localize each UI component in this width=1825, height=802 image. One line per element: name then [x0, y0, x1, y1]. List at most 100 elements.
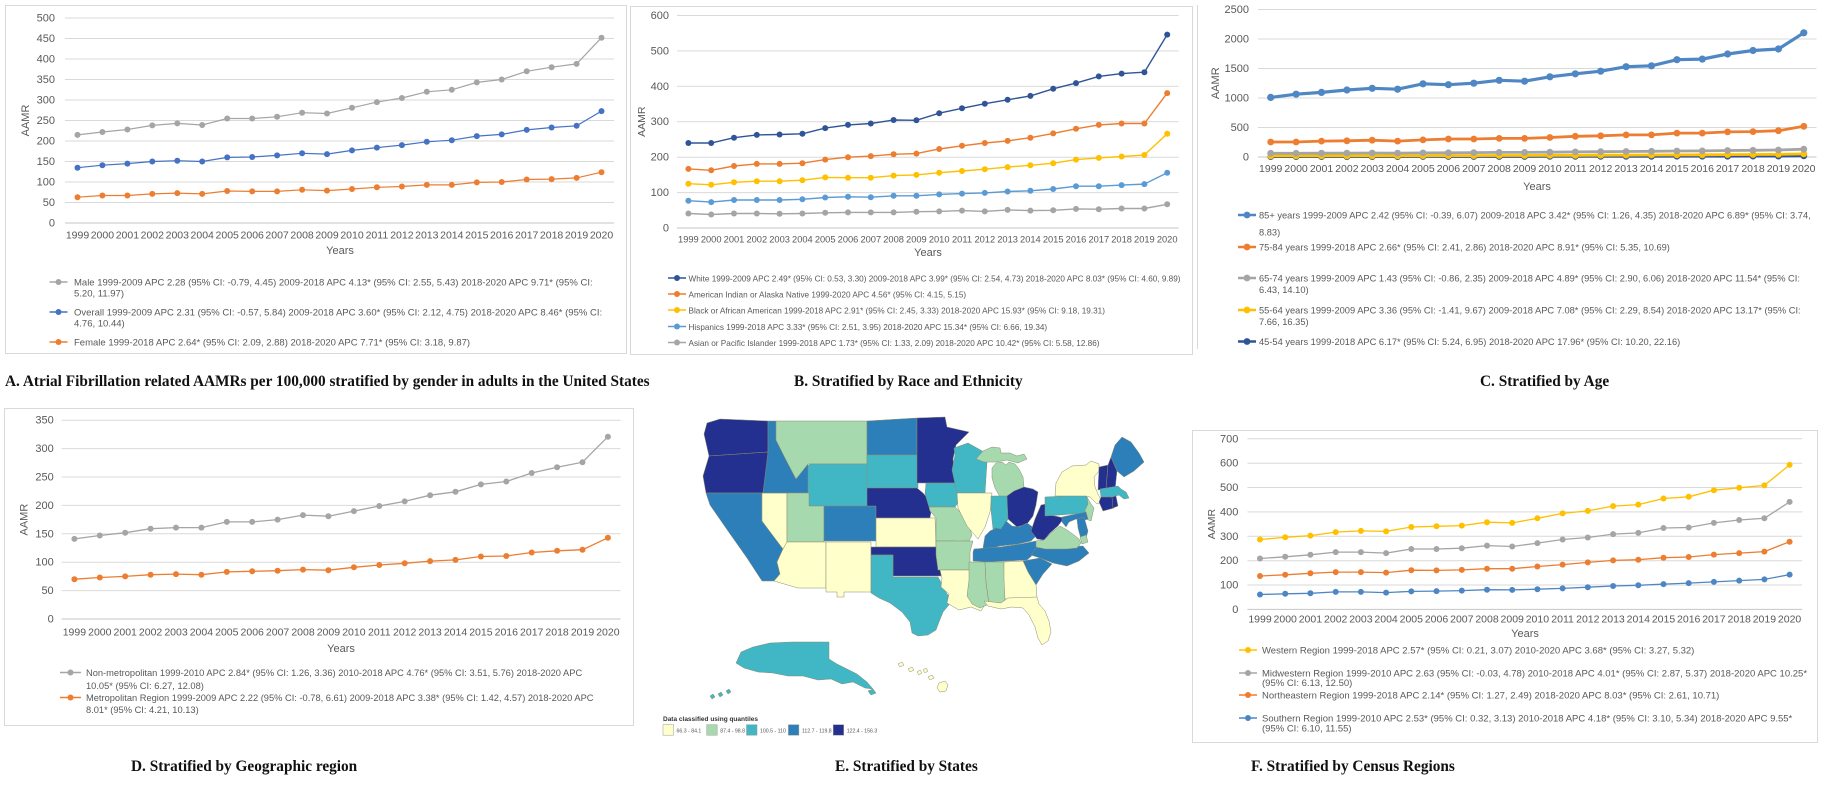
svg-text:2000: 2000 [1274, 613, 1298, 625]
svg-text:7.66, 16.35): 7.66, 16.35) [1259, 317, 1309, 327]
svg-text:1999: 1999 [1259, 163, 1283, 175]
svg-text:2016: 2016 [1066, 235, 1087, 245]
svg-text:2020: 2020 [1792, 163, 1816, 175]
svg-text:2007: 2007 [860, 235, 881, 245]
svg-text:Asian or Pacific Islander 1999: Asian or Pacific Islander 1999-2018 APC … [689, 339, 1100, 348]
svg-text:200: 200 [1220, 555, 1238, 567]
svg-text:150: 150 [35, 528, 53, 540]
svg-text:2000: 2000 [701, 235, 722, 245]
svg-text:250: 250 [37, 115, 55, 127]
svg-text:2014: 2014 [1020, 235, 1041, 245]
svg-text:2013: 2013 [1601, 613, 1625, 625]
svg-text:Midwestern Region 1999-2010 AP: Midwestern Region 1999-2010 APC 2.63 (95… [1262, 669, 1807, 680]
svg-text:2015: 2015 [469, 627, 493, 639]
svg-text:Non-metropolitan 1999-2010 AP: Non-metropolitan 1999-2010 APC 2.84* (95… [86, 668, 582, 678]
svg-text:Male 1999-2009 APC 2.28 (95% C: Male 1999-2009 APC 2.28 (95% CI: -0.79, … [74, 278, 593, 289]
svg-text:2013: 2013 [997, 235, 1018, 245]
svg-text:200: 200 [35, 500, 53, 512]
svg-text:2008: 2008 [883, 235, 904, 245]
svg-text:5.20, 11.97): 5.20, 11.97) [74, 289, 124, 300]
svg-text:8.01* (95% CI: 4.21, 10.13): 8.01* (95% CI: 4.21, 10.13) [86, 705, 199, 715]
svg-text:2018: 2018 [540, 230, 564, 242]
svg-text:2016: 2016 [1691, 163, 1715, 175]
svg-text:Female 1999-2018 APC 2.64* (95: Female 1999-2018 APC 2.64* (95% CI: 2.09… [74, 338, 470, 349]
svg-text:Years: Years [1523, 181, 1551, 193]
svg-text:2005: 2005 [1411, 163, 1435, 175]
svg-text:0: 0 [1243, 152, 1249, 164]
svg-text:2013: 2013 [415, 230, 439, 242]
svg-text:8.83): 8.83) [1259, 228, 1280, 238]
svg-text:66.3 - 84.1: 66.3 - 84.1 [677, 729, 702, 735]
svg-text:250: 250 [35, 472, 53, 484]
svg-text:0: 0 [48, 614, 54, 626]
svg-text:2014: 2014 [440, 230, 464, 242]
svg-text:300: 300 [35, 443, 53, 455]
svg-text:150: 150 [37, 156, 55, 168]
svg-text:AAMR: AAMR [1206, 509, 1218, 540]
svg-text:2006: 2006 [838, 235, 859, 245]
svg-text:87.4 - 98.8: 87.4 - 98.8 [720, 729, 745, 735]
svg-text:2020: 2020 [596, 627, 620, 639]
svg-text:2009: 2009 [1501, 613, 1525, 625]
svg-text:6.43, 14.10): 6.43, 14.10) [1259, 285, 1309, 295]
svg-text:Southern Region 1999-2010 APC: Southern Region 1999-2010 APC 2.53* (95%… [1262, 714, 1793, 725]
svg-text:AAMR: AAMR [19, 504, 31, 536]
svg-text:200: 200 [37, 136, 55, 148]
svg-text:2011: 2011 [1551, 613, 1574, 625]
svg-text:2010: 2010 [929, 235, 950, 245]
svg-text:2019: 2019 [571, 627, 595, 639]
svg-text:45-54 years 1999-2018 APC 6.17: 45-54 years 1999-2018 APC 6.17* (95% CI:… [1259, 337, 1680, 347]
svg-text:2018: 2018 [1111, 235, 1132, 245]
svg-text:300: 300 [1220, 531, 1238, 543]
svg-text:2015: 2015 [1043, 235, 1064, 245]
svg-text:2011: 2011 [366, 230, 389, 242]
svg-text:2018: 2018 [1728, 613, 1752, 625]
svg-text:2001: 2001 [1310, 163, 1334, 175]
svg-text:2016: 2016 [490, 230, 514, 242]
svg-text:2001: 2001 [114, 627, 138, 639]
svg-text:2009: 2009 [1513, 163, 1537, 175]
svg-text:2011: 2011 [368, 627, 391, 639]
svg-text:2017: 2017 [1716, 163, 1740, 175]
svg-text:2017: 2017 [1088, 235, 1109, 245]
svg-text:2012: 2012 [390, 230, 414, 242]
svg-text:2020: 2020 [1778, 613, 1802, 625]
svg-text:500: 500 [37, 13, 55, 25]
svg-text:2020: 2020 [590, 230, 614, 242]
svg-text:2004: 2004 [1374, 613, 1398, 625]
svg-text:2012: 2012 [1589, 163, 1613, 175]
svg-text:50: 50 [41, 585, 53, 597]
svg-text:2015: 2015 [1665, 163, 1689, 175]
svg-text:2014: 2014 [1640, 163, 1664, 175]
svg-text:2000: 2000 [91, 230, 115, 242]
svg-text:AAMR: AAMR [1210, 67, 1222, 99]
svg-text:1999: 1999 [66, 230, 90, 242]
svg-text:2005: 2005 [215, 627, 239, 639]
svg-text:(95% CI: 6.13, 12.50): (95% CI: 6.13, 12.50) [1262, 678, 1352, 689]
svg-text:700: 700 [1220, 433, 1238, 445]
svg-text:2011: 2011 [952, 235, 972, 245]
svg-text:2011: 2011 [1564, 163, 1587, 175]
svg-text:2020: 2020 [1157, 235, 1178, 245]
svg-text:350: 350 [35, 415, 53, 427]
svg-text:2003: 2003 [1349, 613, 1373, 625]
svg-text:2015: 2015 [1652, 613, 1676, 625]
svg-text:2016: 2016 [1677, 613, 1701, 625]
svg-text:Data classified using quantile: Data classified using quantiles [663, 716, 758, 723]
svg-text:2005: 2005 [1400, 613, 1424, 625]
svg-text:2001: 2001 [724, 235, 745, 245]
svg-text:200: 200 [651, 152, 669, 164]
svg-text:2007: 2007 [265, 230, 289, 242]
svg-text:2014: 2014 [444, 627, 468, 639]
svg-text:2013: 2013 [418, 627, 442, 639]
svg-text:500: 500 [1220, 482, 1238, 494]
svg-text:White 1999-2009 APC 2.49* (95%: White 1999-2009 APC 2.49* (95% CI: 0.53,… [689, 275, 1181, 284]
svg-text:Years: Years [1511, 628, 1539, 640]
svg-text:Years: Years [326, 245, 354, 257]
svg-text:2010: 2010 [340, 230, 364, 242]
svg-text:2500: 2500 [1225, 4, 1249, 16]
svg-text:0: 0 [1232, 604, 1238, 616]
svg-text:2013: 2013 [1614, 163, 1638, 175]
svg-text:2019: 2019 [1753, 613, 1777, 625]
svg-text:112.7 - 119.8: 112.7 - 119.8 [802, 729, 832, 735]
